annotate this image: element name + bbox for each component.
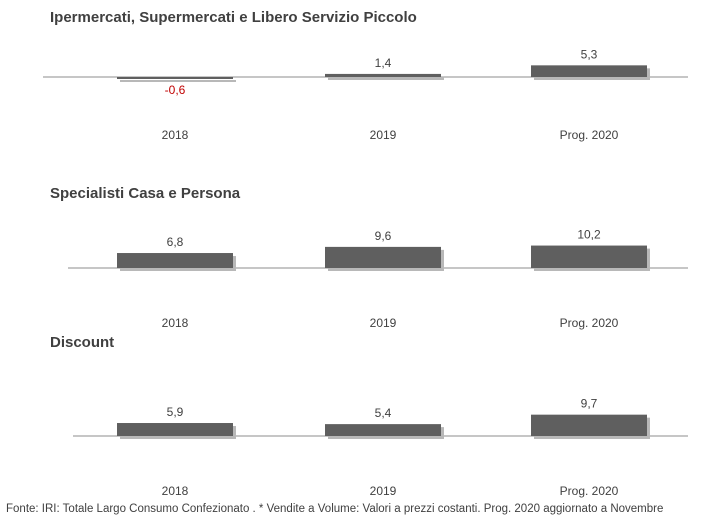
panel-title: Ipermercati, Supermercati e Libero Servi… [50,9,417,26]
bar [117,253,233,268]
source-footnote: Fonte: IRI: Totale Largo Consumo Confezi… [6,503,664,515]
category-label: Prog. 2020 [560,316,619,330]
data-label: 6,8 [167,235,184,249]
bar [117,77,233,79]
bar [325,246,441,268]
bar-shadow [120,80,236,82]
data-label: 5,4 [375,406,392,420]
bar [325,73,441,77]
bar-shadow [328,76,444,80]
data-label: 5,9 [167,405,184,419]
category-label: 2018 [162,316,189,330]
category-label: 2019 [370,128,397,142]
bar [325,424,441,436]
data-label: 9,6 [375,229,392,243]
category-label: Prog. 2020 [560,128,619,142]
category-label: 2018 [162,484,189,498]
bar [531,245,647,268]
bar [531,65,647,77]
bar [531,414,647,436]
data-label: 10,2 [577,228,601,242]
category-label: 2018 [162,128,189,142]
category-label: 2019 [370,484,397,498]
category-label: Prog. 2020 [560,484,619,498]
data-label: 1,4 [375,56,392,70]
panel-title: Discount [50,334,114,351]
data-label: 5,3 [581,47,598,61]
data-label: -0,6 [165,83,186,97]
bar [117,423,233,436]
panel-title: Specialisti Casa e Persona [50,185,241,202]
data-label: 9,7 [581,397,598,411]
category-label: 2019 [370,316,397,330]
